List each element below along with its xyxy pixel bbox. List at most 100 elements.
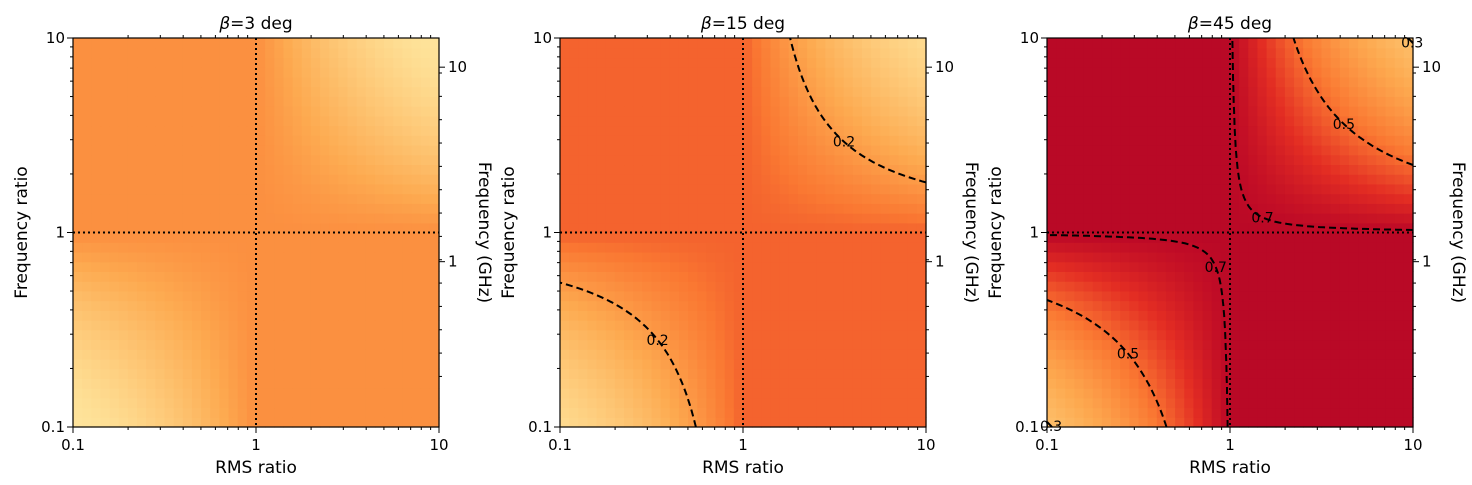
heatmap-cell (1385, 47, 1396, 59)
heatmap-cell (1321, 251, 1332, 263)
heatmap-cell (1184, 174, 1194, 185)
heatmap-cell (365, 164, 376, 175)
heatmap-cell (1147, 203, 1158, 214)
heatmap-cell (1257, 300, 1268, 311)
y-right-tick-label: 1 (448, 253, 458, 271)
heatmap-cell (1147, 144, 1158, 156)
heatmap-cell (210, 38, 220, 49)
heatmap-cell (210, 115, 220, 127)
heatmap-cell (393, 368, 403, 379)
heatmap-cell (788, 164, 799, 175)
heatmap-cell (916, 115, 927, 127)
heatmap-cell (1220, 164, 1231, 175)
heatmap-cell (201, 96, 211, 107)
heatmap-cell (384, 125, 394, 136)
heatmap-cell (660, 339, 671, 350)
heatmap-cell (633, 96, 643, 107)
heatmap-cell (356, 290, 367, 302)
heatmap-cell (137, 339, 147, 350)
heatmap-cell (1403, 125, 1414, 136)
heatmap-cell (1348, 232, 1359, 243)
heatmap-cell (642, 154, 653, 166)
y-right-tick-label: 1 (935, 253, 945, 271)
heatmap-cell (1156, 57, 1167, 68)
heatmap-cell (219, 193, 230, 204)
heatmap-cell (246, 135, 257, 146)
heatmap-cell (365, 213, 376, 224)
heatmap-cell (852, 232, 863, 243)
heatmap-cell (1339, 57, 1350, 68)
heatmap-cell (834, 290, 845, 302)
heatmap-cell (393, 232, 403, 243)
heatmap-cell (246, 388, 257, 399)
heatmap-cell (118, 203, 129, 214)
heatmap-cell (624, 242, 634, 253)
heatmap-cell (916, 407, 927, 418)
heatmap-cell (182, 310, 193, 321)
heatmap-cell (1175, 232, 1185, 243)
heatmap-cell (1175, 115, 1185, 127)
heatmap-cell (100, 232, 111, 243)
heatmap-cell (715, 144, 726, 156)
heatmap-cell (1358, 417, 1368, 428)
heatmap-cell (1403, 368, 1414, 379)
heatmap-cell (733, 154, 744, 166)
heatmap-cell (1385, 135, 1396, 146)
heatmap-cell (614, 242, 625, 253)
heatmap-cell (237, 397, 248, 409)
heatmap-cell (365, 368, 376, 379)
heatmap-cell (301, 339, 312, 350)
heatmap-cell (1202, 378, 1213, 389)
heatmap-cell (1403, 271, 1414, 282)
heatmap-cell (1165, 76, 1176, 88)
heatmap-cell (605, 417, 616, 428)
heatmap-cell (1312, 57, 1323, 68)
heatmap-cell (1175, 67, 1185, 78)
heatmap-cell (788, 417, 799, 428)
x-tick-label: 0.1 (548, 436, 572, 454)
heatmap-cell (338, 213, 349, 224)
heatmap-cell (1294, 388, 1304, 399)
heatmap-cell (596, 300, 607, 311)
heatmap-cell (706, 339, 717, 350)
heatmap-cell (669, 86, 680, 97)
heatmap-cell (1193, 378, 1204, 389)
heatmap-cell (1193, 222, 1204, 234)
heatmap-cell (660, 281, 671, 292)
heatmap-cell (338, 368, 349, 379)
heatmap-cell (320, 251, 330, 263)
heatmap-cell (633, 57, 643, 68)
heatmap-cell (752, 213, 762, 224)
heatmap-cell (743, 193, 753, 204)
heatmap-cell (1083, 76, 1094, 88)
heatmap-cell (569, 339, 579, 350)
heatmap-cell (310, 290, 321, 302)
heatmap-cell (797, 203, 808, 214)
heatmap-cell (356, 300, 367, 311)
heatmap-cell (429, 358, 440, 370)
heatmap-cell (614, 397, 625, 409)
heatmap-cell (1111, 407, 1121, 418)
heatmap-cell (283, 125, 294, 136)
heatmap-cell (614, 290, 625, 302)
heatmap-cell (852, 242, 863, 253)
heatmap-cell (1403, 281, 1414, 292)
heatmap-cell (1083, 320, 1094, 331)
heatmap-cell (1120, 388, 1130, 399)
heatmap-cell (1065, 290, 1076, 302)
heatmap-cell (752, 183, 762, 195)
heatmap-cell (127, 203, 138, 214)
heatmap-cell (118, 300, 129, 311)
heatmap-cell (356, 358, 367, 370)
heatmap-cell (356, 86, 367, 97)
heatmap-cell (1156, 300, 1167, 311)
heatmap-cell (393, 115, 403, 127)
heatmap-cell (889, 115, 900, 127)
heatmap-cell (907, 290, 918, 302)
heatmap-cell (301, 242, 312, 253)
heatmap-cell (633, 261, 643, 272)
heatmap-cell (155, 76, 166, 88)
heatmap-cell (1257, 261, 1268, 272)
heatmap-cell (1202, 261, 1213, 272)
heatmap-cell (779, 407, 790, 418)
